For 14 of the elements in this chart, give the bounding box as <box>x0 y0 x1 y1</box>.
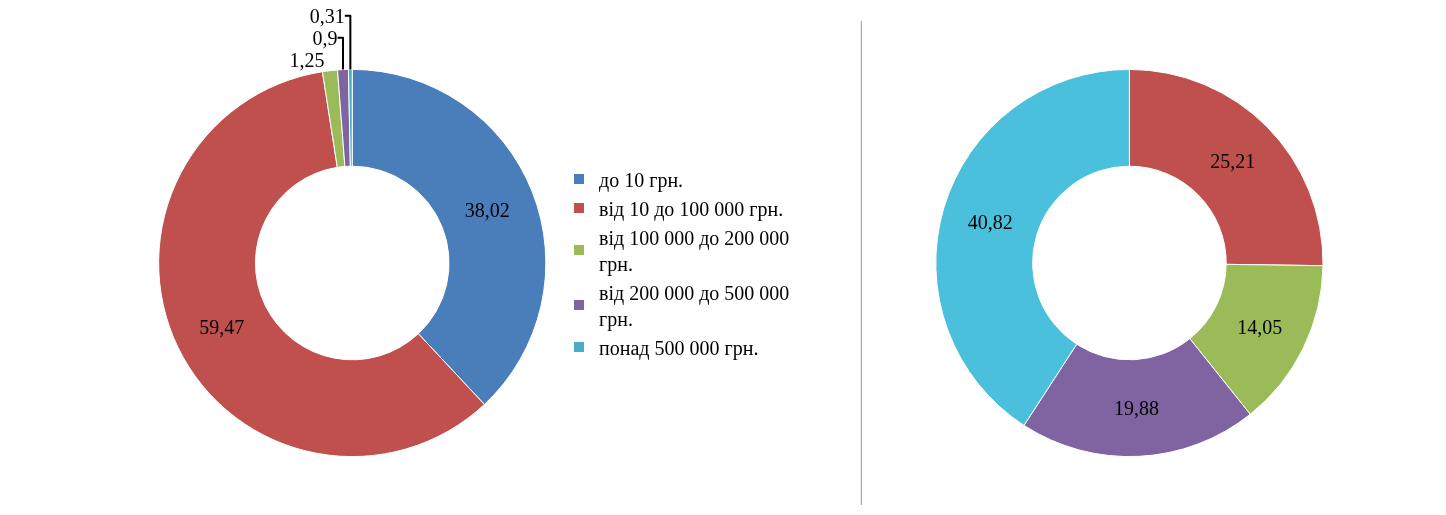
legend-label: від 10 до 100 000 грн. <box>599 197 784 221</box>
data-label: 38,02 <box>464 198 510 221</box>
data-label: 40,82 <box>967 210 1013 233</box>
legend-label: до 10 грн. <box>599 168 684 192</box>
legend-label: понад 500 000 грн. <box>599 336 759 360</box>
data-label: 59,47 <box>199 315 245 338</box>
data-label: 25,21 <box>1210 150 1256 173</box>
data-label: 1,25 <box>289 48 325 71</box>
legend-label: від 100 000 до 200 000 грн. <box>599 226 790 276</box>
legend-label: від 200 000 до 500 000 грн. <box>599 281 790 331</box>
data-label: 0,31 <box>309 4 345 27</box>
data-label: 0,9 <box>312 26 338 49</box>
data-label: 14,05 <box>1237 315 1283 338</box>
data-label: 19,88 <box>1114 397 1160 420</box>
